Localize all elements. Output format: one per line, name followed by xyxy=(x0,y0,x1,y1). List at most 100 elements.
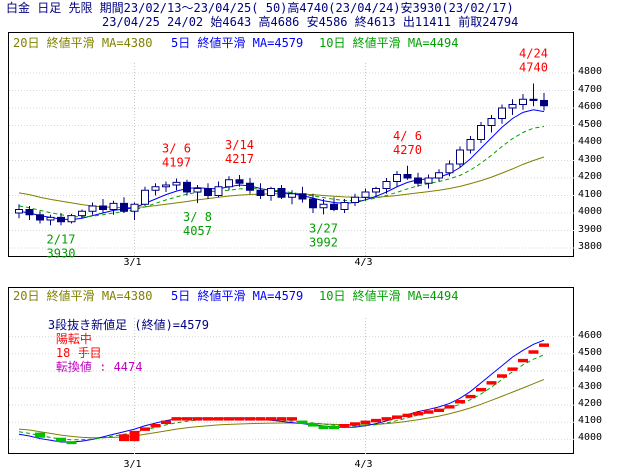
annotation-value: 4217 xyxy=(225,152,254,166)
candle-body xyxy=(540,99,548,107)
header-line-2: 23/04/25 24/02 始4643 高4686 安4586 終4613 出… xyxy=(102,15,519,29)
annotation-date: 4/24 xyxy=(519,47,548,61)
new-value-bar xyxy=(329,425,339,430)
candle-body xyxy=(477,125,485,140)
new-value-bar xyxy=(518,358,528,363)
new-value-bar xyxy=(245,417,255,421)
candle-body xyxy=(36,214,44,221)
x-tick-label: 4/3 xyxy=(354,459,373,470)
candle-body xyxy=(508,104,517,109)
new-value-bar xyxy=(266,417,276,421)
candle-body xyxy=(99,205,107,210)
candle-body xyxy=(109,202,118,210)
new-value-bar xyxy=(455,400,465,404)
new-value-bar xyxy=(381,417,392,421)
candle-body xyxy=(456,149,464,165)
new-value-bar xyxy=(497,374,507,378)
step-count: 18 手目 xyxy=(55,346,102,360)
candle-body xyxy=(214,186,223,196)
trend-status: 陽転中 xyxy=(55,332,92,346)
y-tick-label: 4600 xyxy=(578,329,603,341)
candle-body xyxy=(466,139,475,151)
annotation-date: 4/ 6 xyxy=(393,129,422,143)
candle-body xyxy=(67,215,76,223)
new-value-bar xyxy=(402,413,413,418)
candle-body xyxy=(15,209,23,214)
y-tick-label: 4000 xyxy=(578,206,603,217)
legend-bottom-ma5: 5日 終値平滑 MA=4579 xyxy=(171,289,304,303)
x-tick-label: 3/1 xyxy=(123,257,142,268)
y-tick-label: 4300 xyxy=(578,153,603,165)
y-tick-label: 4500 xyxy=(578,118,603,130)
new-value-bar xyxy=(486,381,497,385)
new-value-bar xyxy=(224,417,234,421)
x-tick-label: 3/1 xyxy=(123,459,142,470)
annotation-date: 3/14 xyxy=(225,138,254,152)
new-value-bar xyxy=(56,437,66,442)
annotation-value: 4057 xyxy=(183,224,212,238)
new-value-bar xyxy=(182,417,192,421)
ma-line-1 xyxy=(18,156,545,209)
y-tick-label: 4100 xyxy=(578,415,603,427)
candle-body xyxy=(193,188,202,193)
candle-body xyxy=(340,202,349,210)
new-value-bar xyxy=(465,394,476,399)
legend-ma5: 5日 終値平滑 MA=4579 xyxy=(171,36,304,50)
new-value-bar xyxy=(287,417,297,421)
header-line-1: 白金 日足 先限 期間23/02/13～23/04/25( 50)高4740(2… xyxy=(6,1,514,15)
candle-body xyxy=(435,172,443,179)
y-tick-label: 4500 xyxy=(578,346,603,358)
annotation-date: 3/27 xyxy=(309,221,338,235)
annotation-value: 3992 xyxy=(309,235,338,249)
new-value-bar xyxy=(213,417,224,421)
candle-body xyxy=(25,209,34,216)
candle-body xyxy=(288,193,296,198)
new-value-bar xyxy=(297,420,308,424)
candle-body xyxy=(487,118,496,126)
annotation-date: 3/ 8 xyxy=(183,210,212,224)
annotation-value: 3930 xyxy=(47,246,76,260)
candle-body xyxy=(120,202,128,212)
new-value-bar xyxy=(392,415,402,419)
shinne-ashi-chart-panel: 20日 終値平滑 MA=4380 5日 終値平滑 MA=4579 10日 終値平… xyxy=(8,287,575,455)
ma-line-bottom-2 xyxy=(18,339,545,443)
legend-ma10: 10日 終値平滑 MA=4494 xyxy=(319,36,459,50)
candle-body xyxy=(172,181,181,186)
candle-body xyxy=(498,107,506,119)
candle-body xyxy=(424,177,433,184)
candle-body xyxy=(277,188,286,198)
candle-body xyxy=(46,216,55,221)
ma-line-3 xyxy=(18,126,545,218)
new-value-bar xyxy=(119,434,129,442)
candle-body xyxy=(403,174,412,179)
candle-body xyxy=(319,203,328,209)
candle-body xyxy=(382,181,391,189)
candle-body xyxy=(130,203,139,212)
ma-line-bottom-3 xyxy=(18,354,545,441)
y-tick-label: 4700 xyxy=(578,83,603,95)
new-value-bar xyxy=(308,423,318,427)
y-tick-label: 4400 xyxy=(578,136,603,147)
x-tick-label: 4/3 xyxy=(354,257,373,268)
new-value-bar xyxy=(140,427,150,431)
candle-body xyxy=(361,191,370,198)
new-value-bar xyxy=(255,417,266,421)
candle-body xyxy=(393,174,401,182)
new-value-bar xyxy=(234,417,245,421)
new-value-bar xyxy=(276,417,287,421)
new-value-bar xyxy=(35,432,45,438)
legend-ma20: 20日 終値平滑 MA=4380 xyxy=(13,36,153,50)
ma-line-2 xyxy=(18,109,545,221)
y-tick-label: 4000 xyxy=(578,432,603,444)
y-tick-label: 3800 xyxy=(578,241,603,252)
y-tick-label: 3900 xyxy=(578,223,603,235)
new-value-bar xyxy=(318,425,329,430)
candle-body xyxy=(246,182,254,191)
new-value-bar xyxy=(192,417,203,421)
candle-body xyxy=(445,163,454,174)
annotation-value: 4740 xyxy=(519,61,548,75)
annotation-value: 4197 xyxy=(162,156,191,170)
new-value-bar xyxy=(434,408,444,412)
candle-body xyxy=(267,188,275,196)
new-value-bar xyxy=(66,441,77,445)
